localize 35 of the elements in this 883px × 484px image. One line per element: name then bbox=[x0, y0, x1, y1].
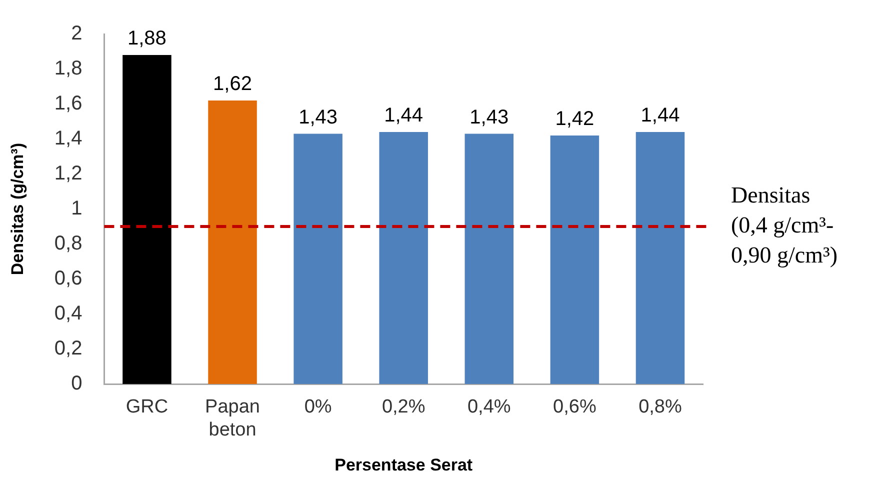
y-tick-label: 1 bbox=[71, 198, 82, 220]
y-tick-label: 1,4 bbox=[54, 128, 82, 150]
bar bbox=[379, 132, 428, 384]
y-tick-label: 0,2 bbox=[54, 338, 82, 360]
data-label: 1,43 bbox=[298, 106, 338, 128]
x-tick-label: 0,4% bbox=[467, 396, 511, 418]
y-tick-label: 1,8 bbox=[54, 58, 82, 80]
bar bbox=[550, 136, 600, 384]
y-tick-label: 0,8 bbox=[54, 232, 82, 255]
data-label: 1,88 bbox=[128, 28, 166, 50]
x-tick-label: Papan beton bbox=[205, 396, 260, 440]
data-label: 1,42 bbox=[555, 108, 594, 130]
x-axis-title: Persentase Serat bbox=[334, 455, 473, 474]
x-tick-label: 0,6% bbox=[553, 396, 596, 418]
x-tick-label: 0% bbox=[304, 396, 332, 418]
bar bbox=[636, 132, 685, 384]
data-label: 1,62 bbox=[213, 73, 252, 96]
ref-line-label: Densitas (0,4 g/cm³- 0,90 g/cm³) bbox=[731, 182, 838, 268]
x-tick-label: 0,8% bbox=[638, 396, 682, 418]
data-label: 1,43 bbox=[470, 106, 509, 128]
y-tick-label: 0 bbox=[71, 372, 82, 395]
bar bbox=[208, 100, 257, 384]
y-tick-label: 0,6 bbox=[54, 268, 82, 290]
bar bbox=[294, 134, 342, 384]
y-axis-title: Densitas (g/cm³) bbox=[8, 142, 27, 276]
y-tick-label: 0,4 bbox=[54, 302, 82, 325]
x-tick-label: GRC bbox=[126, 396, 168, 418]
bar bbox=[122, 55, 172, 384]
y-tick-label: 2 bbox=[71, 22, 82, 45]
y-tick-label: 1,6 bbox=[54, 92, 82, 115]
data-label: 1,44 bbox=[384, 104, 424, 127]
data-label: 1,44 bbox=[640, 104, 680, 127]
x-tick-label: 0,2% bbox=[382, 396, 426, 418]
y-tick-label: 1,2 bbox=[54, 162, 82, 185]
bar bbox=[464, 134, 514, 384]
